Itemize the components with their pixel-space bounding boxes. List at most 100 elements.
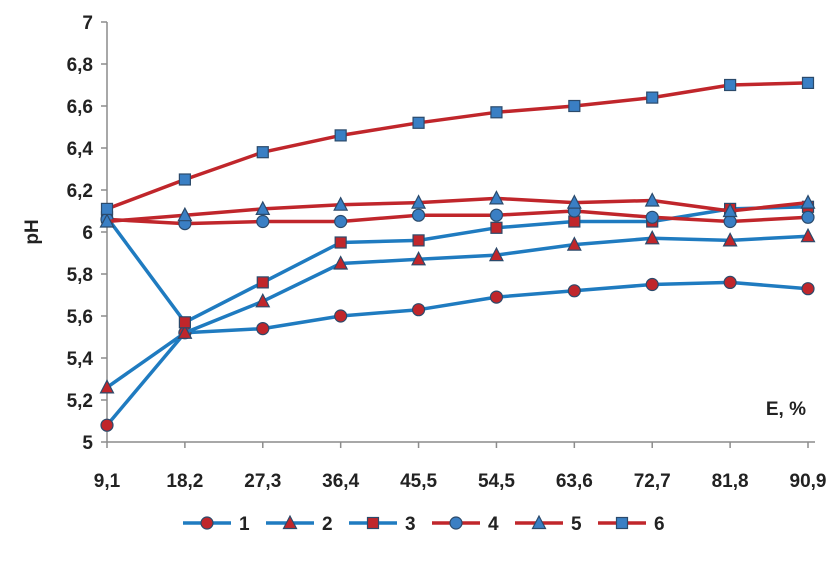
- data-point: [411, 194, 427, 209]
- y-tick-label: 6,6: [67, 97, 93, 118]
- data-point: [177, 324, 193, 339]
- legend-item-2: 2: [266, 514, 333, 535]
- legend-item-3: 3: [349, 514, 416, 535]
- data-point: [490, 221, 503, 234]
- legend-label: 5: [571, 514, 582, 535]
- data-point: [333, 255, 349, 270]
- x-tick-label: 54,5: [478, 471, 515, 492]
- legend-marker: [531, 514, 547, 530]
- data-point: [489, 290, 504, 304]
- series-6: [100, 76, 815, 215]
- y-tick-label: 5,6: [67, 307, 93, 328]
- data-point: [256, 276, 269, 289]
- series-layer: [99, 76, 816, 432]
- y-tick-label: 5,8: [67, 265, 93, 286]
- data-point: [412, 234, 425, 247]
- x-tick-label: 72,7: [634, 471, 671, 492]
- x-tick-label: 9,1: [94, 471, 121, 492]
- data-point: [801, 210, 815, 224]
- legend-label: 3: [405, 514, 416, 535]
- legend-item-1: 1: [183, 514, 250, 535]
- legend-marker: [366, 516, 380, 530]
- data-point: [99, 379, 115, 394]
- data-point: [644, 229, 660, 245]
- data-point: [724, 78, 737, 92]
- data-point: [566, 194, 582, 209]
- data-point: [800, 194, 816, 209]
- x-tick-label: 27,3: [244, 471, 281, 492]
- data-point: [566, 236, 582, 251]
- series-line: [106, 209, 809, 226]
- x-tick-label: 18,2: [166, 471, 203, 492]
- data-point: [334, 309, 348, 323]
- legend-item-5: 5: [515, 514, 582, 535]
- data-point: [178, 173, 191, 186]
- y-axis-label: pH: [22, 219, 43, 244]
- y-tick-label: 6,8: [67, 55, 93, 76]
- y-tick-label: 5,4: [67, 349, 94, 370]
- series-line: [106, 196, 809, 224]
- data-point: [801, 282, 815, 296]
- series-line: [105, 280, 809, 427]
- data-point: [411, 250, 427, 266]
- series-1: [100, 275, 815, 432]
- data-point: [178, 316, 191, 329]
- data-point: [255, 292, 271, 308]
- data-point: [801, 76, 815, 90]
- x-axis-label: E, %: [766, 399, 806, 420]
- data-point: [412, 116, 425, 129]
- x-tick-label: 45,5: [400, 471, 437, 492]
- y-tick-label: 5,2: [67, 391, 93, 412]
- x-tick-label: 81,8: [712, 471, 749, 492]
- legend-marker: [449, 516, 463, 530]
- x-ticks: 9,1 18,2 27,3 36,4 45,5 54,5 63,6 72,7 81,8 90,9: [94, 442, 827, 492]
- data-point: [490, 106, 503, 119]
- data-point: [256, 146, 269, 159]
- series-5: [99, 190, 816, 228]
- data-point: [488, 190, 504, 205]
- data-point: [722, 232, 738, 247]
- x-tick-label: 63,6: [556, 471, 593, 492]
- data-point: [644, 192, 660, 207]
- legend-marker: [200, 516, 214, 530]
- data-point: [411, 303, 426, 317]
- legend-item-6: 6: [598, 514, 665, 535]
- y-tick-label: 5: [82, 433, 93, 454]
- data-point: [255, 200, 271, 215]
- legend-item-4: 4: [432, 514, 499, 535]
- legend: 1 2 3 4 5 6: [183, 514, 665, 535]
- data-point: [488, 246, 504, 262]
- y-tick-label: 6,2: [67, 181, 93, 202]
- data-point: [645, 277, 659, 292]
- x-tick-label: 90,9: [790, 471, 827, 492]
- data-point: [256, 214, 270, 229]
- legend-label: 1: [239, 514, 250, 535]
- data-point: [489, 208, 504, 222]
- data-point: [723, 275, 737, 289]
- legend-label: 6: [654, 514, 665, 535]
- data-point: [100, 202, 114, 215]
- data-point: [568, 215, 581, 228]
- y-ticks: 5 5,2 5,4 5,6 5,8 6 6,2 6,4 6,6 6,8 7: [67, 13, 107, 454]
- data-point: [723, 214, 737, 229]
- x-tick-label: 36,4: [322, 471, 359, 492]
- data-point: [100, 418, 114, 432]
- data-point: [334, 129, 347, 142]
- series-line: [105, 234, 809, 389]
- data-point: [568, 99, 581, 113]
- legend-label: 2: [322, 514, 333, 535]
- data-point: [256, 322, 270, 336]
- legend-marker: [282, 514, 298, 530]
- data-point: [334, 214, 348, 229]
- data-point: [334, 236, 347, 249]
- legend-label: 4: [488, 514, 499, 535]
- y-tick-label: 7: [82, 13, 93, 34]
- data-point: [333, 196, 349, 211]
- data-point: [411, 208, 426, 222]
- legend-marker: [615, 516, 629, 530]
- data-point: [722, 202, 738, 218]
- data-point: [646, 91, 659, 104]
- data-point: [99, 213, 115, 228]
- y-tick-label: 6: [82, 223, 93, 244]
